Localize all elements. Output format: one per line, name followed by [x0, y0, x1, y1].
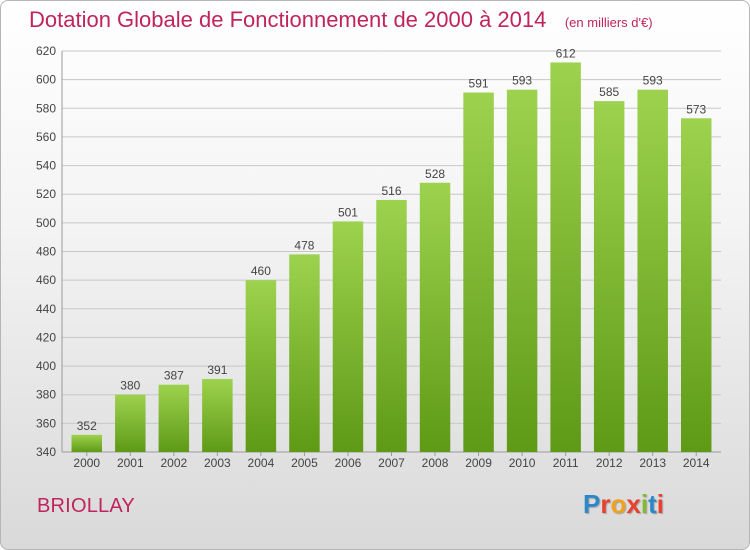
data-label: 612 — [556, 46, 576, 60]
bar — [376, 199, 407, 452]
bar — [332, 221, 364, 452]
x-tick-label: 2012 — [596, 456, 623, 470]
bar — [593, 101, 625, 452]
data-label: 573 — [686, 102, 706, 116]
x-tick-label: 2004 — [248, 456, 275, 470]
y-tick-label: 340 — [36, 445, 56, 459]
logo-letter: P — [583, 489, 601, 519]
data-label: 591 — [469, 77, 489, 91]
logo-letter: i — [640, 489, 649, 519]
y-tick-label: 480 — [36, 245, 56, 259]
x-tick-label: 2001 — [117, 456, 144, 470]
x-tick-label: 2011 — [553, 456, 579, 470]
y-tick-label: 420 — [36, 330, 56, 344]
data-label: 593 — [643, 74, 663, 88]
data-label: 352 — [77, 419, 97, 433]
y-tick-label: 360 — [36, 416, 56, 430]
data-label: 593 — [512, 74, 532, 88]
x-tick-label: 2003 — [204, 456, 231, 470]
y-tick-label: 440 — [36, 302, 56, 316]
chart-title: Dotation Globale de Fonctionnement de 20… — [29, 7, 547, 32]
y-tick-label: 400 — [36, 359, 56, 373]
x-tick-label: 2005 — [291, 456, 318, 470]
data-label: 516 — [381, 184, 401, 198]
x-tick-label: 2002 — [160, 456, 187, 470]
bar — [158, 384, 190, 452]
data-label: 528 — [425, 167, 445, 181]
bar — [245, 280, 277, 452]
data-label: 478 — [294, 238, 314, 252]
bar — [680, 118, 712, 452]
y-tick-label: 560 — [36, 130, 56, 144]
data-label: 501 — [338, 205, 358, 219]
data-label: 460 — [251, 264, 271, 278]
data-label: 387 — [164, 369, 184, 383]
y-tick-label: 620 — [36, 44, 56, 58]
bar — [71, 434, 103, 452]
bar — [115, 394, 146, 452]
x-tick-label: 2009 — [465, 456, 492, 470]
bar — [419, 182, 451, 452]
logo-letter: t — [648, 489, 657, 519]
bar — [463, 92, 494, 453]
logo-letter: i — [656, 489, 664, 519]
x-tick-label: 2013 — [639, 456, 666, 470]
data-label: 380 — [120, 379, 140, 393]
x-tick-label: 2007 — [378, 456, 405, 470]
logo-letter: o — [610, 489, 627, 519]
chart-subtitle: (en milliers d'€) — [564, 15, 653, 30]
bar — [202, 378, 233, 452]
data-label: 391 — [207, 363, 227, 377]
bar — [550, 62, 581, 452]
y-tick-label: 460 — [36, 273, 56, 287]
y-tick-label: 500 — [36, 216, 56, 230]
data-label: 585 — [599, 85, 619, 99]
y-tick-label: 600 — [36, 73, 56, 87]
y-tick-label: 380 — [36, 388, 56, 402]
logo-letter: r — [600, 489, 611, 519]
title-row: Dotation Globale de Fonctionnement de 20… — [29, 7, 653, 33]
bar — [637, 89, 668, 453]
x-tick-label: 2010 — [509, 456, 536, 470]
y-tick-label: 540 — [36, 159, 56, 173]
x-tick-label: 2008 — [422, 456, 449, 470]
place-name: BRIOLLAY — [37, 495, 135, 517]
proxiti-logo: Proxiti — [583, 489, 664, 520]
x-tick-label: 2006 — [335, 456, 362, 470]
x-tick-label: 2000 — [73, 456, 100, 470]
logo-letter: x — [626, 489, 641, 519]
bar — [289, 254, 320, 452]
bar — [506, 89, 538, 453]
y-tick-label: 580 — [36, 101, 56, 115]
y-tick-label: 520 — [36, 187, 56, 201]
x-tick-label: 2014 — [683, 456, 710, 470]
